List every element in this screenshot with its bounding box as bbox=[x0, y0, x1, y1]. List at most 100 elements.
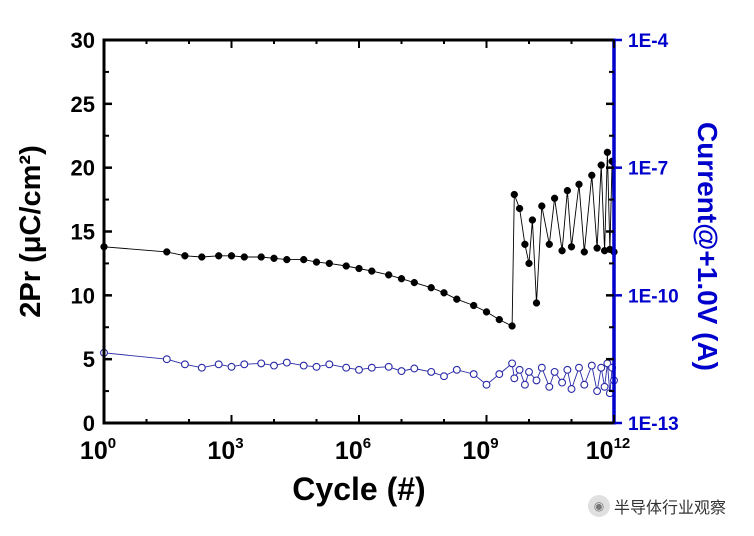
data-point bbox=[510, 190, 518, 199]
y-tick-label: 5 bbox=[83, 347, 95, 372]
data-point bbox=[558, 247, 566, 255]
data-point bbox=[558, 378, 567, 387]
data-point bbox=[397, 367, 406, 376]
data-point bbox=[163, 248, 171, 256]
x-tick-base: 10 bbox=[80, 437, 108, 465]
data-point bbox=[575, 363, 583, 372]
data-point bbox=[537, 363, 546, 372]
x-tick-exponent: 3 bbox=[235, 435, 243, 452]
data-point bbox=[593, 387, 602, 396]
data-point bbox=[495, 370, 504, 379]
data-point bbox=[550, 367, 559, 376]
watermark: ◉ 半导体行业观察 bbox=[588, 494, 726, 518]
data-point bbox=[597, 363, 606, 372]
x-axis-title: Cycle (#) bbox=[292, 471, 425, 507]
data-point bbox=[567, 243, 576, 251]
data-point bbox=[325, 259, 333, 268]
data-point bbox=[342, 363, 351, 372]
data-point bbox=[240, 253, 248, 261]
y-tick-label: 20 bbox=[71, 156, 95, 181]
data-point bbox=[312, 362, 321, 371]
y-tick-label: 0 bbox=[83, 411, 95, 436]
data-point bbox=[597, 161, 605, 169]
data-point bbox=[453, 295, 461, 303]
data-point bbox=[545, 382, 554, 391]
data-point bbox=[227, 252, 236, 260]
y-tick-label: 30 bbox=[71, 28, 95, 53]
data-point bbox=[603, 148, 612, 156]
data-point bbox=[215, 252, 223, 260]
data-point bbox=[282, 358, 291, 367]
x-tick-label: 1012 bbox=[586, 435, 631, 465]
data-point bbox=[495, 315, 503, 324]
data-point bbox=[545, 240, 553, 248]
data-point bbox=[515, 365, 524, 374]
data-point bbox=[538, 202, 546, 210]
data-point bbox=[593, 244, 601, 252]
x-tick-exponent: 6 bbox=[363, 435, 371, 452]
data-point bbox=[469, 370, 478, 379]
data-point bbox=[600, 382, 609, 391]
wechat-icon: ◉ bbox=[588, 495, 610, 517]
watermark-text: 半导体行业观察 bbox=[614, 498, 727, 517]
x-tick-base: 10 bbox=[335, 437, 363, 465]
data-point bbox=[342, 262, 350, 270]
data-point bbox=[452, 365, 461, 374]
data-point bbox=[283, 255, 291, 264]
data-point bbox=[525, 367, 533, 376]
data-point bbox=[482, 380, 491, 389]
data-point bbox=[563, 186, 572, 195]
data-point bbox=[550, 194, 559, 202]
data-point bbox=[482, 308, 491, 316]
data-point bbox=[181, 252, 189, 260]
x-tick-label: 100 bbox=[80, 435, 116, 465]
x-tick-exponent: 0 bbox=[108, 435, 116, 452]
data-point bbox=[240, 360, 249, 369]
y-axis-title-right: Current@+1.0V (A) bbox=[692, 122, 723, 371]
data-point bbox=[440, 289, 448, 297]
x-tick-exponent: 9 bbox=[490, 435, 498, 452]
data-point bbox=[588, 171, 596, 179]
data-point bbox=[427, 367, 436, 376]
data-point bbox=[367, 363, 376, 372]
data-point bbox=[567, 385, 576, 393]
data-point bbox=[410, 278, 418, 287]
y2-tick-label: 1E-7 bbox=[628, 159, 668, 180]
data-point bbox=[355, 365, 363, 374]
plot-area bbox=[100, 148, 618, 398]
data-point bbox=[563, 365, 572, 374]
y2-tick-label: 1E-4 bbox=[628, 31, 669, 52]
data-point bbox=[440, 372, 448, 381]
data-point bbox=[368, 267, 376, 275]
data-point bbox=[384, 362, 393, 371]
data-point bbox=[197, 363, 206, 372]
data-point bbox=[580, 380, 589, 389]
data-point bbox=[470, 301, 478, 310]
data-point bbox=[508, 322, 516, 330]
data-point bbox=[397, 275, 406, 283]
y-tick-label: 10 bbox=[71, 283, 95, 308]
x-tick-base: 10 bbox=[462, 437, 490, 465]
data-point bbox=[180, 360, 189, 369]
y-tick-label: 15 bbox=[71, 220, 95, 245]
data-point bbox=[528, 216, 537, 224]
data-point bbox=[520, 380, 529, 389]
x-tick-label: 109 bbox=[462, 435, 498, 465]
data-point bbox=[521, 240, 529, 248]
x-tick-exponent: 12 bbox=[614, 435, 631, 452]
x-tick-label: 106 bbox=[335, 435, 371, 465]
data-point bbox=[300, 255, 308, 264]
data-point bbox=[575, 180, 583, 188]
data-point bbox=[270, 254, 278, 262]
axes bbox=[102, 38, 622, 425]
data-point bbox=[312, 258, 321, 266]
data-point bbox=[525, 259, 533, 268]
data-point bbox=[385, 271, 393, 279]
x-tick-label: 103 bbox=[207, 435, 243, 465]
data-point bbox=[532, 299, 541, 307]
data-point bbox=[580, 248, 588, 256]
data-point bbox=[257, 253, 265, 261]
data-point bbox=[427, 284, 435, 292]
